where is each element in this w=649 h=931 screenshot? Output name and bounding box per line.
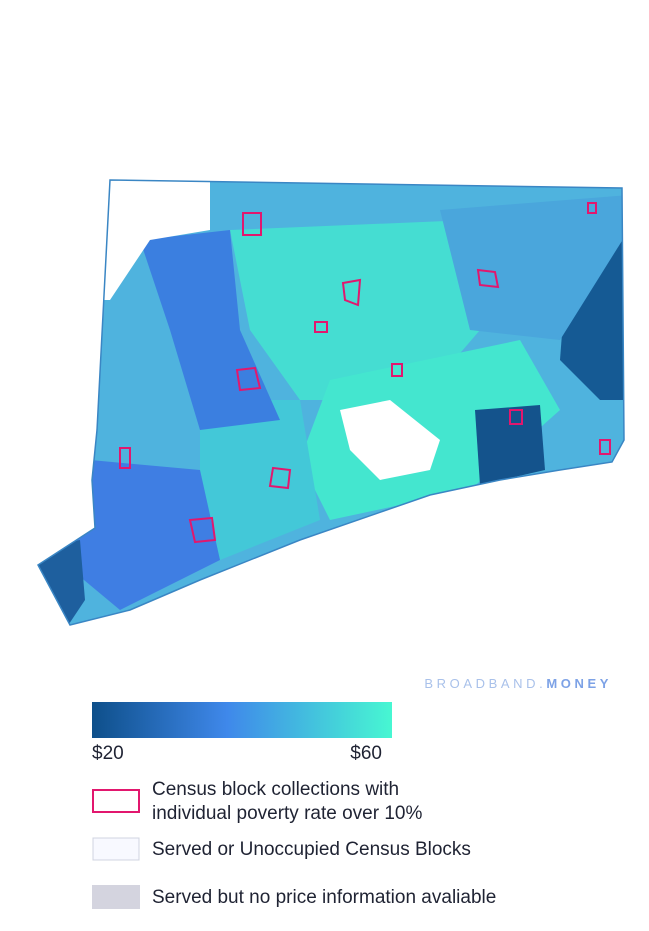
map xyxy=(38,180,624,625)
scale-max-label: $60 xyxy=(350,743,382,764)
legend-label: Served but no price information avaliabl… xyxy=(152,887,496,908)
no-price-swatch xyxy=(92,885,140,909)
legend-label: Served or Unoccupied Census Blocks xyxy=(152,839,471,860)
scale-min-label: $20 xyxy=(92,743,124,764)
brand-suffix: MONEY xyxy=(546,676,612,691)
poverty-swatch xyxy=(92,789,140,813)
legend-label: Census block collections with xyxy=(152,779,399,800)
served-swatch xyxy=(92,837,140,861)
state-outline xyxy=(37,179,625,626)
legend-label: individual poverty rate over 10% xyxy=(152,803,422,824)
color-scale xyxy=(92,702,392,738)
brand-prefix: BROADBAND. xyxy=(424,676,546,691)
brand: BROADBAND.MONEY xyxy=(424,676,612,691)
